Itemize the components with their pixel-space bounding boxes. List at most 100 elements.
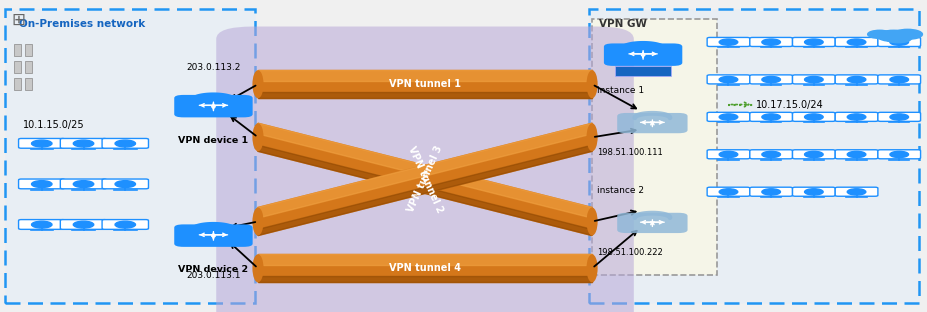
Circle shape bbox=[718, 76, 737, 83]
Circle shape bbox=[73, 140, 94, 147]
Circle shape bbox=[884, 34, 910, 43]
FancyBboxPatch shape bbox=[19, 179, 65, 189]
Text: 203.0.113.2: 203.0.113.2 bbox=[186, 63, 240, 72]
FancyBboxPatch shape bbox=[877, 75, 920, 84]
FancyBboxPatch shape bbox=[60, 220, 107, 229]
Text: 198.51.100.222: 198.51.100.222 bbox=[596, 248, 662, 257]
Circle shape bbox=[889, 114, 908, 120]
FancyBboxPatch shape bbox=[749, 112, 792, 121]
FancyBboxPatch shape bbox=[102, 139, 148, 148]
FancyBboxPatch shape bbox=[589, 9, 918, 303]
Polygon shape bbox=[258, 92, 591, 98]
Text: 10.1.15.0/25: 10.1.15.0/25 bbox=[23, 120, 84, 130]
Polygon shape bbox=[258, 123, 591, 236]
Polygon shape bbox=[258, 70, 591, 98]
FancyBboxPatch shape bbox=[14, 61, 21, 73]
FancyBboxPatch shape bbox=[792, 75, 834, 84]
Circle shape bbox=[892, 29, 921, 39]
Circle shape bbox=[718, 189, 737, 195]
FancyBboxPatch shape bbox=[60, 179, 107, 189]
Circle shape bbox=[846, 76, 865, 83]
FancyBboxPatch shape bbox=[102, 220, 148, 229]
Circle shape bbox=[846, 189, 865, 195]
Ellipse shape bbox=[586, 207, 597, 236]
Polygon shape bbox=[258, 123, 591, 236]
Text: VPN device 2: VPN device 2 bbox=[178, 265, 248, 274]
FancyBboxPatch shape bbox=[877, 150, 920, 159]
Circle shape bbox=[761, 76, 780, 83]
FancyBboxPatch shape bbox=[706, 75, 749, 84]
FancyBboxPatch shape bbox=[19, 139, 65, 148]
Text: On-Premises network: On-Premises network bbox=[19, 19, 145, 29]
FancyBboxPatch shape bbox=[834, 187, 877, 196]
FancyBboxPatch shape bbox=[749, 150, 792, 159]
FancyBboxPatch shape bbox=[706, 187, 749, 196]
Circle shape bbox=[32, 181, 52, 188]
FancyBboxPatch shape bbox=[834, 112, 877, 121]
Text: VPN tunnel 1: VPN tunnel 1 bbox=[388, 79, 461, 89]
FancyBboxPatch shape bbox=[603, 43, 681, 66]
Text: instance 2: instance 2 bbox=[596, 186, 643, 195]
FancyBboxPatch shape bbox=[591, 19, 717, 275]
Text: ⊞: ⊞ bbox=[11, 11, 25, 29]
FancyBboxPatch shape bbox=[834, 150, 877, 159]
Circle shape bbox=[804, 39, 822, 45]
Polygon shape bbox=[258, 254, 591, 282]
FancyBboxPatch shape bbox=[616, 213, 687, 233]
FancyBboxPatch shape bbox=[19, 220, 65, 229]
FancyBboxPatch shape bbox=[102, 179, 148, 189]
FancyBboxPatch shape bbox=[174, 224, 252, 247]
Ellipse shape bbox=[252, 123, 263, 151]
FancyBboxPatch shape bbox=[174, 95, 252, 117]
Text: VPN tunnel 4: VPN tunnel 4 bbox=[388, 263, 461, 273]
FancyBboxPatch shape bbox=[792, 150, 834, 159]
Circle shape bbox=[846, 151, 865, 158]
Circle shape bbox=[32, 221, 52, 228]
FancyBboxPatch shape bbox=[749, 75, 792, 84]
FancyBboxPatch shape bbox=[25, 61, 32, 73]
FancyBboxPatch shape bbox=[25, 78, 32, 90]
Circle shape bbox=[804, 114, 822, 120]
FancyBboxPatch shape bbox=[14, 44, 21, 56]
Circle shape bbox=[115, 181, 135, 188]
Circle shape bbox=[889, 151, 908, 158]
Polygon shape bbox=[258, 145, 591, 236]
Circle shape bbox=[804, 151, 822, 158]
Ellipse shape bbox=[586, 123, 597, 151]
FancyBboxPatch shape bbox=[706, 37, 749, 46]
Circle shape bbox=[804, 189, 822, 195]
Circle shape bbox=[73, 181, 94, 188]
FancyBboxPatch shape bbox=[60, 139, 107, 148]
Circle shape bbox=[761, 39, 780, 45]
Circle shape bbox=[846, 39, 865, 45]
Text: 198.51.100.111: 198.51.100.111 bbox=[596, 148, 662, 157]
Polygon shape bbox=[258, 276, 591, 282]
Text: 203.0.113.1: 203.0.113.1 bbox=[186, 271, 240, 280]
Circle shape bbox=[73, 221, 94, 228]
Polygon shape bbox=[258, 123, 591, 218]
FancyBboxPatch shape bbox=[877, 37, 920, 46]
Ellipse shape bbox=[252, 70, 263, 98]
Circle shape bbox=[115, 221, 135, 228]
FancyBboxPatch shape bbox=[792, 187, 834, 196]
Polygon shape bbox=[258, 254, 591, 265]
FancyBboxPatch shape bbox=[749, 37, 792, 46]
Ellipse shape bbox=[252, 254, 263, 282]
Circle shape bbox=[761, 114, 780, 120]
Circle shape bbox=[804, 76, 822, 83]
Circle shape bbox=[761, 151, 780, 158]
Circle shape bbox=[115, 140, 135, 147]
Circle shape bbox=[718, 114, 737, 120]
Ellipse shape bbox=[586, 70, 597, 98]
Text: VPN tunnel 2: VPN tunnel 2 bbox=[405, 144, 444, 214]
FancyBboxPatch shape bbox=[792, 112, 834, 121]
FancyBboxPatch shape bbox=[706, 112, 749, 121]
Circle shape bbox=[876, 30, 909, 41]
Circle shape bbox=[846, 114, 865, 120]
Circle shape bbox=[889, 76, 908, 83]
Text: 10.17.15.0/24: 10.17.15.0/24 bbox=[756, 100, 823, 110]
FancyBboxPatch shape bbox=[834, 37, 877, 46]
FancyBboxPatch shape bbox=[706, 150, 749, 159]
FancyBboxPatch shape bbox=[792, 37, 834, 46]
Circle shape bbox=[718, 151, 737, 158]
